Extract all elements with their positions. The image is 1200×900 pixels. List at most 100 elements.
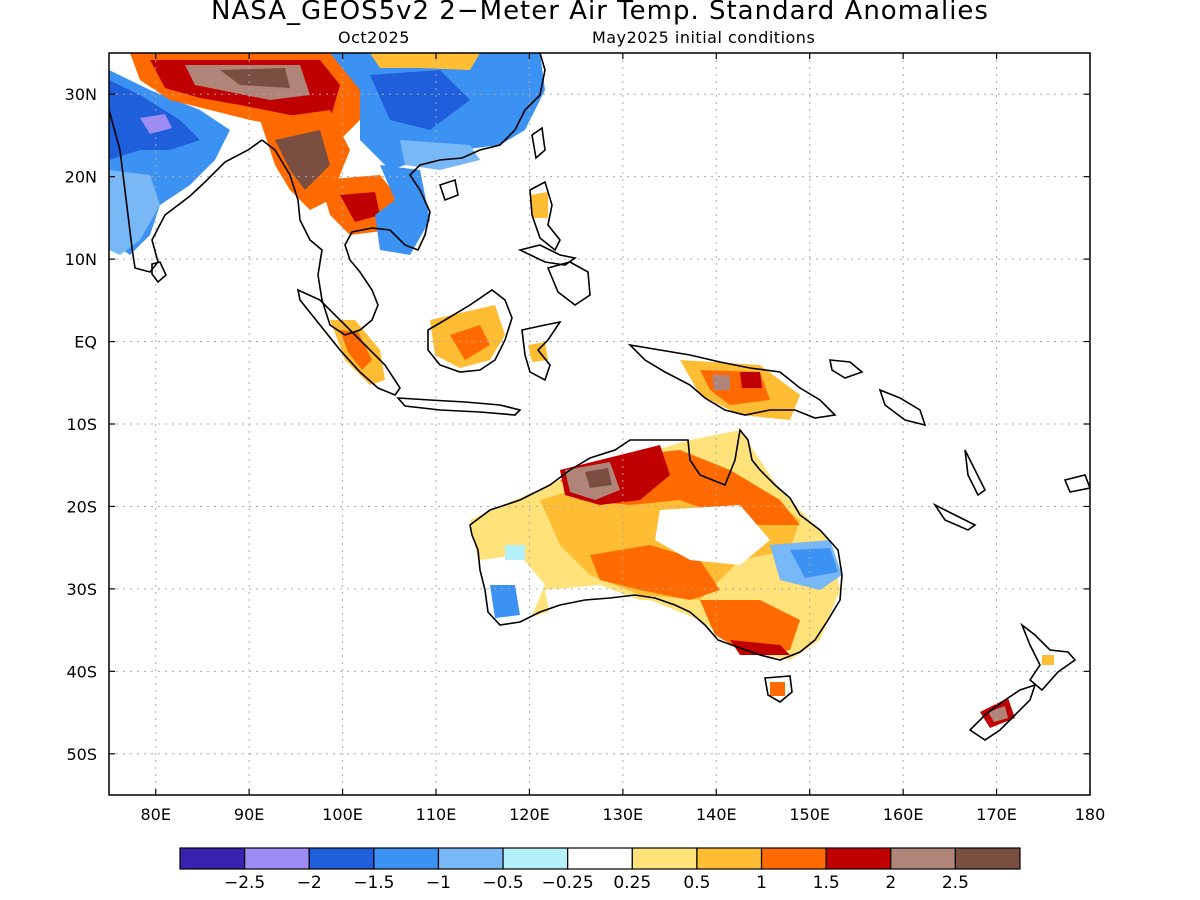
x-tick-label: 90E bbox=[234, 805, 264, 824]
india-light-cool bbox=[109, 170, 160, 255]
colorbar-label: 2 bbox=[885, 873, 896, 893]
y-tick-label: 20N bbox=[65, 168, 97, 187]
colorbar-label: 0.25 bbox=[613, 873, 651, 893]
y-tick-label: 30S bbox=[66, 580, 97, 599]
coast-tasmania bbox=[764, 675, 793, 703]
latitude-axis: 30N 20N 10N EQ 10S 20S 30S 40S 50S bbox=[65, 85, 1090, 764]
x-tick-label: 130E bbox=[603, 805, 644, 824]
colorbar-label: −2.5 bbox=[224, 873, 265, 893]
x-tick-label: 120E bbox=[509, 805, 550, 824]
coast-visayas bbox=[517, 244, 577, 266]
coast-australia bbox=[469, 428, 843, 661]
thailand-core bbox=[340, 192, 380, 222]
colorbar-swatch bbox=[890, 847, 956, 870]
coast-vanuatu bbox=[964, 449, 987, 497]
australia-southeast-red bbox=[730, 640, 790, 655]
china-strong-cool bbox=[370, 70, 470, 130]
new-guinea-spot bbox=[712, 375, 730, 390]
colorbar-label: −1.5 bbox=[353, 873, 394, 893]
colorbar-swatch bbox=[631, 847, 698, 870]
coast-nz-south bbox=[968, 683, 1037, 741]
colorbar-swatch bbox=[760, 847, 827, 870]
coast-mindanao bbox=[546, 261, 591, 306]
anomaly-shading bbox=[109, 53, 1054, 728]
new-guinea-red bbox=[740, 372, 762, 388]
colorbar-swatch bbox=[954, 847, 1021, 870]
coastlines bbox=[109, 53, 1090, 741]
colorbar-label: −0.5 bbox=[482, 873, 523, 893]
colorbar-label: 1 bbox=[756, 873, 767, 893]
colorbar-swatch bbox=[179, 847, 246, 870]
colorbar-label: 1.5 bbox=[813, 873, 840, 893]
australia-east-cooler bbox=[790, 548, 838, 578]
coast-nz-north bbox=[1020, 622, 1077, 692]
coast-java bbox=[396, 397, 522, 416]
y-tick-label: 30N bbox=[65, 85, 97, 104]
x-tick-label: 110E bbox=[416, 805, 457, 824]
colorbar-label: −0.25 bbox=[542, 873, 594, 893]
coast-taiwan bbox=[531, 126, 546, 160]
tibet-max-spot bbox=[220, 68, 290, 88]
colorbar-swatch bbox=[244, 847, 310, 870]
y-tick-label: EQ bbox=[74, 333, 97, 352]
colorbar-swatch bbox=[437, 847, 504, 870]
x-tick-label: 180 bbox=[1075, 805, 1106, 824]
longitude-axis: 80E 90E 100E 110E 120E 130E 140E 150E 160E 170E 18… bbox=[140, 53, 1105, 824]
coast-india bbox=[109, 109, 263, 273]
colorbar-label: −1 bbox=[426, 873, 451, 893]
australia-west-light-cool bbox=[505, 545, 525, 560]
coast-new-guinea bbox=[627, 343, 837, 419]
y-tick-label: 10S bbox=[66, 415, 97, 434]
tasmania-warm bbox=[770, 682, 785, 696]
initial-conditions-label: May2025 initial conditions bbox=[592, 28, 816, 47]
new-zealand-extreme bbox=[988, 706, 1008, 722]
colorbar-swatch bbox=[308, 847, 375, 870]
x-tick-label: 150E bbox=[789, 805, 830, 824]
y-tick-label: 50S bbox=[66, 745, 97, 764]
coast-bengal-myanmar bbox=[261, 139, 346, 336]
australia-southeast-hot bbox=[700, 600, 800, 655]
vietnam-cool bbox=[375, 165, 430, 255]
china-warm-edge bbox=[370, 53, 480, 70]
coast-sumatra bbox=[296, 288, 401, 396]
colorbar-swatch bbox=[825, 847, 892, 870]
x-tick-label: 170E bbox=[976, 805, 1017, 824]
y-tick-label: 10N bbox=[65, 250, 97, 269]
valid-month-label: Oct2025 bbox=[338, 28, 410, 47]
colorbar: −2.5 −2 −1.5 −1 −0.5 −0.25 0.25 0.5 1 1.5 2 2.5 bbox=[179, 847, 1021, 893]
australia-kimberley-max bbox=[585, 468, 612, 488]
coast-sri-lanka bbox=[151, 261, 167, 284]
colorbar-label: 0.5 bbox=[683, 873, 710, 893]
borneo-hot bbox=[450, 325, 490, 360]
y-tick-label: 40S bbox=[66, 662, 97, 681]
coast-new-britain bbox=[829, 359, 864, 379]
coast-fiji bbox=[1063, 474, 1090, 493]
coast-hainan bbox=[438, 178, 459, 202]
coast-luzon bbox=[529, 180, 561, 252]
myanmar-hot bbox=[275, 130, 330, 190]
colorbar-swatch bbox=[502, 847, 569, 870]
new-zealand-north-warm bbox=[1042, 655, 1054, 665]
lat-lon-grid bbox=[109, 53, 1090, 795]
coast-borneo bbox=[427, 289, 513, 373]
coast-sulawesi bbox=[521, 320, 562, 382]
colorbar-label: 2.5 bbox=[942, 873, 969, 893]
colorbar-swatch bbox=[567, 847, 633, 870]
coast-solomons bbox=[878, 388, 927, 427]
sumatra-hot bbox=[340, 330, 372, 370]
x-tick-label: 160E bbox=[883, 805, 924, 824]
x-tick-label: 80E bbox=[140, 805, 170, 824]
coast-malay-peninsula bbox=[344, 53, 546, 336]
colorbar-swatch bbox=[373, 847, 440, 870]
luzon-warm bbox=[530, 192, 548, 218]
colorbar-label: −2 bbox=[297, 873, 322, 893]
map-title: NASA_GEOS5v2 2−Meter Air Temp. Standard … bbox=[211, 0, 989, 26]
colorbar-swatch bbox=[696, 847, 763, 870]
australia-center-neutral bbox=[655, 505, 770, 565]
australia-southwest-cool bbox=[490, 585, 520, 618]
coast-new-caledonia bbox=[932, 502, 977, 531]
y-tick-label: 20S bbox=[66, 497, 97, 516]
x-tick-label: 140E bbox=[696, 805, 737, 824]
x-tick-label: 100E bbox=[322, 805, 363, 824]
